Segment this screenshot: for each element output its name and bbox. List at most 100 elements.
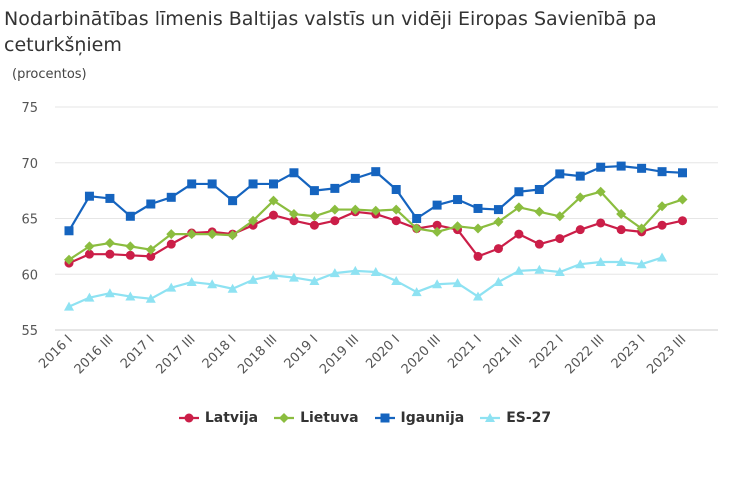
legend-marker-latvija <box>184 413 194 423</box>
gridlines <box>55 106 718 331</box>
data-point-es27 <box>125 291 136 301</box>
x-tick-label: 2020 III <box>399 332 444 377</box>
data-point-lietuva <box>411 223 422 234</box>
data-point-lietuva <box>350 204 361 215</box>
data-point-lietuva <box>575 192 586 203</box>
data-point-es27 <box>329 268 340 278</box>
data-point-es27 <box>64 301 74 311</box>
data-point-es27 <box>554 267 565 277</box>
legend-label-latvija: Latvija <box>204 410 259 426</box>
data-point-es27 <box>227 283 238 293</box>
series-lietuva <box>64 186 688 265</box>
x-tick-label: 2019 I <box>282 332 322 372</box>
data-point-lietuva <box>616 209 627 220</box>
data-point-lietuva <box>207 229 218 240</box>
data-point-es27 <box>391 275 402 285</box>
data-point-es27 <box>145 293 156 303</box>
data-point-lietuva <box>493 216 504 227</box>
data-point-igaunija <box>309 186 319 196</box>
x-tick-label: 2018 I <box>200 332 240 372</box>
data-point-igaunija <box>207 179 217 189</box>
data-point-es27 <box>493 277 504 287</box>
data-point-latvija <box>514 229 524 239</box>
legend-label-lietuva: Lietuva <box>300 410 359 426</box>
data-point-es27 <box>616 256 627 266</box>
data-point-igaunija <box>657 167 667 177</box>
data-point-es27 <box>248 274 259 284</box>
data-point-igaunija <box>391 185 401 195</box>
y-tick-label: 75 <box>21 101 38 116</box>
x-tick-label: 2019 III <box>317 332 362 377</box>
data-point-igaunija <box>575 171 585 181</box>
x-tick-label: 2017 I <box>118 332 158 372</box>
y-tick-label: 60 <box>21 268 38 283</box>
data-point-es27 <box>207 279 218 289</box>
data-point-igaunija <box>432 200 442 210</box>
series-es27 <box>64 252 668 311</box>
data-point-latvija <box>534 239 544 249</box>
data-point-latvija <box>596 218 606 228</box>
data-point-lietuva <box>391 204 402 215</box>
chart-title: Nodarbinātības līmenis Baltijas valstīs … <box>4 8 657 56</box>
data-point-lietuva <box>64 254 74 265</box>
data-point-es27 <box>288 272 299 282</box>
data-point-igaunija <box>166 192 176 202</box>
data-point-lietuva <box>534 206 545 217</box>
data-point-igaunija <box>678 168 687 178</box>
data-point-igaunija <box>637 163 647 173</box>
data-point-es27 <box>411 287 422 297</box>
legend-marker-igaunija <box>380 413 390 423</box>
data-point-latvija <box>84 249 94 259</box>
data-point-es27 <box>534 264 545 274</box>
data-point-es27 <box>104 288 115 298</box>
data-point-lietuva <box>432 226 443 237</box>
legend-item-lietuva[interactable]: Lietuva <box>274 410 359 426</box>
data-point-lietuva <box>370 205 381 216</box>
y-axis-ticks: 55 60 65 70 75 <box>21 101 38 339</box>
data-point-es27 <box>370 267 381 277</box>
legend-item-latvija[interactable]: Latvija <box>178 410 259 426</box>
data-point-latvija <box>269 210 278 220</box>
data-point-igaunija <box>453 195 463 205</box>
data-point-lietuva <box>84 241 95 252</box>
data-point-latvija <box>105 249 115 259</box>
legend-item-igaunija[interactable]: Igaunija <box>374 410 464 426</box>
data-point-lietuva <box>329 204 340 215</box>
data-point-es27 <box>452 278 463 288</box>
x-tick-label: 2021 III <box>481 332 526 377</box>
legend-marker-es27 <box>485 413 496 422</box>
y-tick-label: 70 <box>21 157 38 172</box>
data-point-lietuva <box>513 202 524 213</box>
x-tick-label: 2018 III <box>235 332 280 377</box>
data-point-latvija <box>166 239 176 249</box>
data-point-igaunija <box>616 161 626 171</box>
data-point-es27 <box>432 279 443 289</box>
data-point-latvija <box>473 251 483 261</box>
series-line-latvija <box>68 210 683 265</box>
y-axis-unit-label: (procentos) <box>12 67 87 82</box>
data-point-latvija <box>330 216 340 226</box>
data-point-es27 <box>84 292 95 302</box>
data-point-es27 <box>309 275 320 285</box>
legend-swatch-es27 <box>480 413 501 422</box>
legend-label-es27: ES-27 <box>506 410 552 426</box>
legend: Latvija Lietuva Igaunija ES-27 <box>0 406 730 430</box>
legend-item-es27[interactable]: ES-27 <box>480 410 551 426</box>
data-point-lietuva <box>288 209 299 220</box>
data-point-es27 <box>657 252 668 262</box>
y-tick-label: 55 <box>21 324 38 339</box>
data-point-igaunija <box>146 199 156 209</box>
data-point-lietuva <box>104 238 115 249</box>
data-point-igaunija <box>84 191 94 201</box>
data-point-igaunija <box>350 173 360 183</box>
data-point-latvija <box>493 244 503 254</box>
data-point-latvija <box>125 250 135 260</box>
data-point-latvija <box>309 220 319 230</box>
x-tick-label: 2023 III <box>644 332 689 377</box>
x-tick-label: 2023 I <box>609 332 649 372</box>
data-point-igaunija <box>514 187 524 197</box>
series-line-es27 <box>68 256 663 308</box>
data-point-es27 <box>166 282 177 292</box>
